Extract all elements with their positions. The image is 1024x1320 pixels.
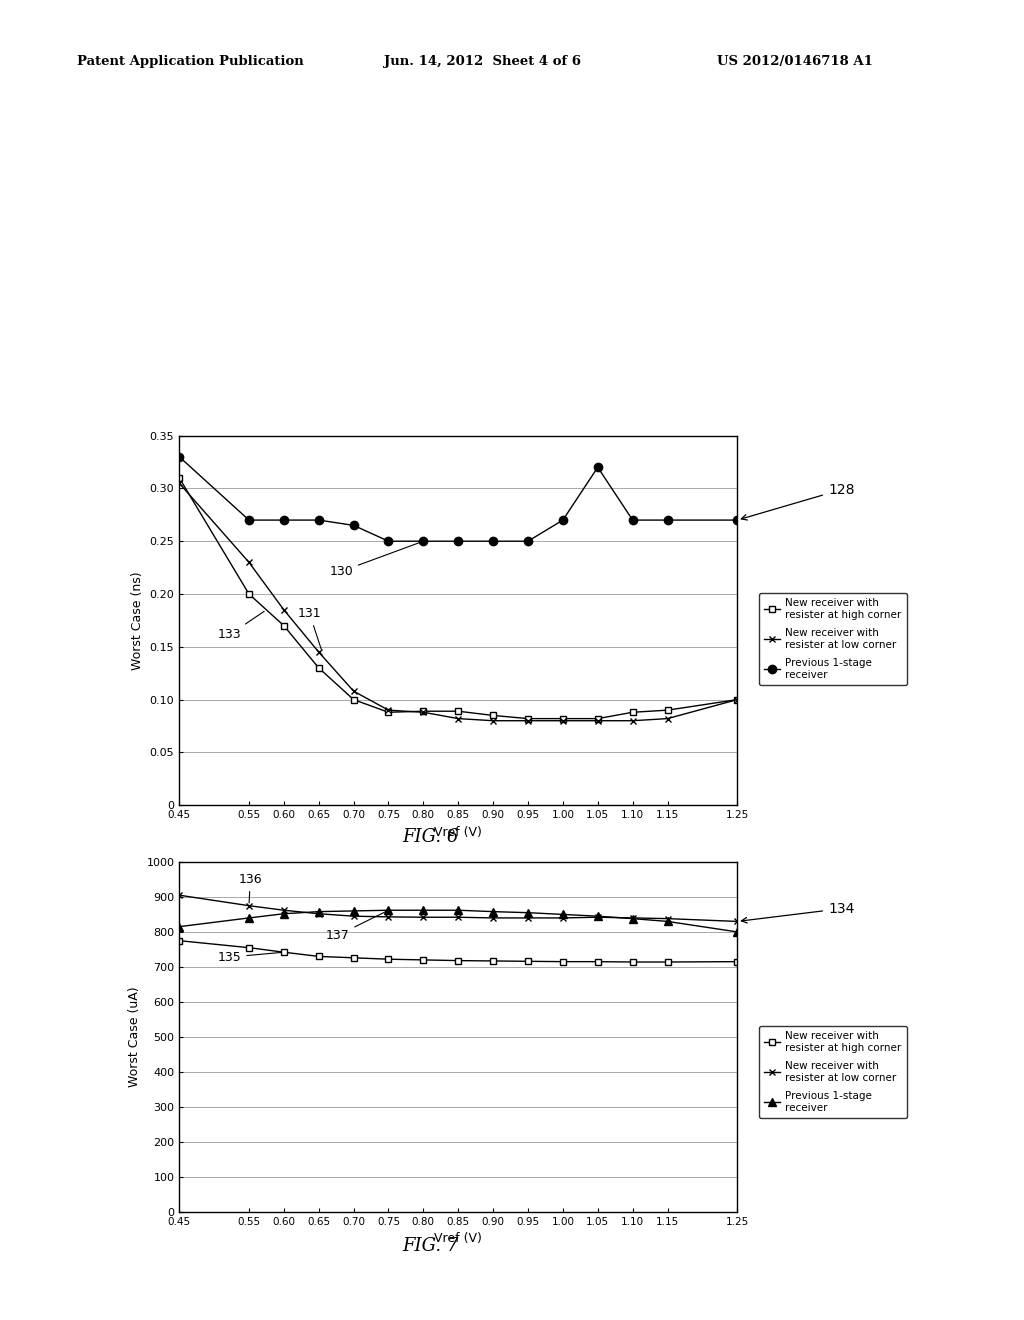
Text: 137: 137 — [326, 912, 386, 942]
Text: 135: 135 — [217, 950, 281, 964]
Text: FIG. 7: FIG. 7 — [401, 1237, 459, 1255]
Text: Jun. 14, 2012  Sheet 4 of 6: Jun. 14, 2012 Sheet 4 of 6 — [384, 55, 581, 69]
Legend: New receiver with
resister at high corner, New receiver with
resister at low cor: New receiver with resister at high corne… — [759, 593, 906, 685]
Text: 128: 128 — [741, 483, 854, 520]
Text: Patent Application Publication: Patent Application Publication — [77, 55, 303, 69]
Text: FIG. 6: FIG. 6 — [401, 828, 459, 846]
X-axis label: Vref (V): Vref (V) — [434, 825, 482, 838]
Text: 136: 136 — [239, 873, 262, 903]
Text: US 2012/0146718 A1: US 2012/0146718 A1 — [717, 55, 872, 69]
Text: 134: 134 — [741, 902, 854, 923]
Text: 131: 131 — [298, 607, 322, 649]
Y-axis label: Worst Case (ns): Worst Case (ns) — [131, 572, 144, 669]
Legend: New receiver with
resister at high corner, New receiver with
resister at low cor: New receiver with resister at high corne… — [759, 1026, 906, 1118]
Text: 130: 130 — [329, 543, 421, 578]
Text: 133: 133 — [217, 611, 264, 642]
Y-axis label: Worst Case (uA): Worst Case (uA) — [128, 986, 140, 1088]
X-axis label: Vref (V): Vref (V) — [434, 1232, 482, 1245]
